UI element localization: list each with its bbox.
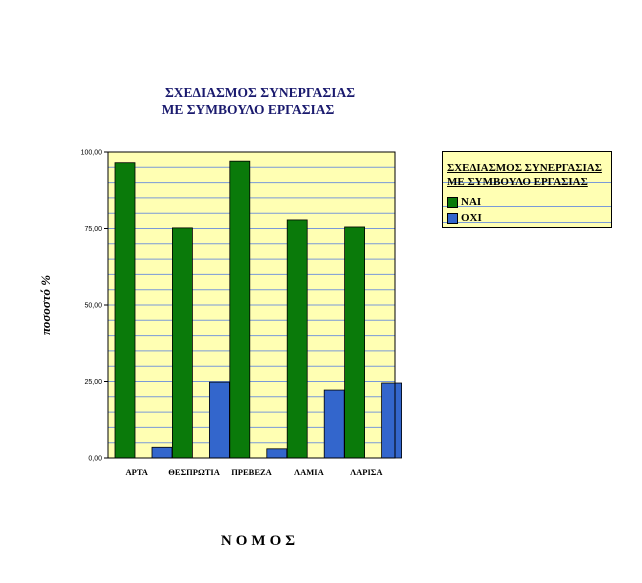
y-tick-label: 75,00 <box>84 226 102 233</box>
legend-title-line-1: ΣΧΕΔΙΑΣΜΟΣ ΣΥΝΕΡΓΑΣΙΑΣ <box>447 162 602 174</box>
legend-gridline <box>443 206 611 207</box>
plot-frame <box>107 151 396 459</box>
y-tick-label: 100,00 <box>81 150 103 157</box>
bar-no-1 <box>208 381 230 459</box>
legend-item-yes: ΝΑΙ <box>447 195 481 209</box>
x-tick-label: ΑΡΤΑ <box>126 467 149 477</box>
x-axis-label: ΝΟΜΟΣ <box>220 533 300 549</box>
bar-yes-4 <box>344 226 366 459</box>
legend-title-line-2: ΜΕ ΣΥΜΒΟΥΛΟ ΕΡΓΑΣΙΑΣ <box>447 176 588 188</box>
legend-label-yes: ΝΑΙ <box>461 196 482 208</box>
bar-no-3 <box>323 389 345 459</box>
chart-title-line-2: ΜΕ ΣΥΜΒΟΥΛΟ ΕΡΓΑΣΙΑΣ <box>161 102 335 117</box>
legend-swatch-yes <box>447 196 458 208</box>
chart-title: ΣΧΕΔΙΑΣΜΟΣ ΣΥΝΕΡΓΑΣΙΑΣ ΜΕ ΣΥΜΒΟΥΛΟ ΕΡΓΑΣ… <box>130 84 390 118</box>
legend-item-no: ΟΧΙ <box>447 211 482 225</box>
legend-label-no: ΟΧΙ <box>461 212 482 224</box>
legend-swatch-no <box>447 212 458 224</box>
x-tick-label: ΘΕΣΠΡΩΤΙΑ <box>168 467 220 477</box>
y-tick-label: 25,00 <box>84 379 102 386</box>
bar-yes-3 <box>286 219 308 459</box>
bar-no-4 <box>381 382 403 459</box>
x-tick-label: ΛΑΜΙΑ <box>294 467 325 477</box>
chart-title-line-1: ΣΧΕΔΙΑΣΜΟΣ ΣΥΝΕΡΓΑΣΙΑΣ <box>164 85 356 100</box>
bar-yes-2 <box>229 160 251 459</box>
bar-no-2 <box>266 448 288 459</box>
bar-yes-0 <box>114 162 136 459</box>
x-tick-label: ΛΑΡΙΣΑ <box>350 467 383 477</box>
legend: ΣΧΕΔΙΑΣΜΟΣ ΣΥΝΕΡΓΑΣΙΑΣ ΜΕ ΣΥΜΒΟΥΛΟ ΕΡΓΑΣ… <box>442 151 612 228</box>
legend-title: ΣΧΕΔΙΑΣΜΟΣ ΣΥΝΕΡΓΑΣΙΑΣ ΜΕ ΣΥΜΒΟΥΛΟ ΕΡΓΑΣ… <box>447 161 602 189</box>
bar-yes-1 <box>171 227 193 459</box>
bar-no-0 <box>151 446 173 459</box>
legend-gridline <box>443 182 611 183</box>
y-tick-label: 50,00 <box>84 303 102 310</box>
x-tick-label: ΠΡΕΒΕΖΑ <box>231 467 272 477</box>
legend-gridline <box>443 222 611 223</box>
y-tick-label: 0,00 <box>88 456 102 463</box>
